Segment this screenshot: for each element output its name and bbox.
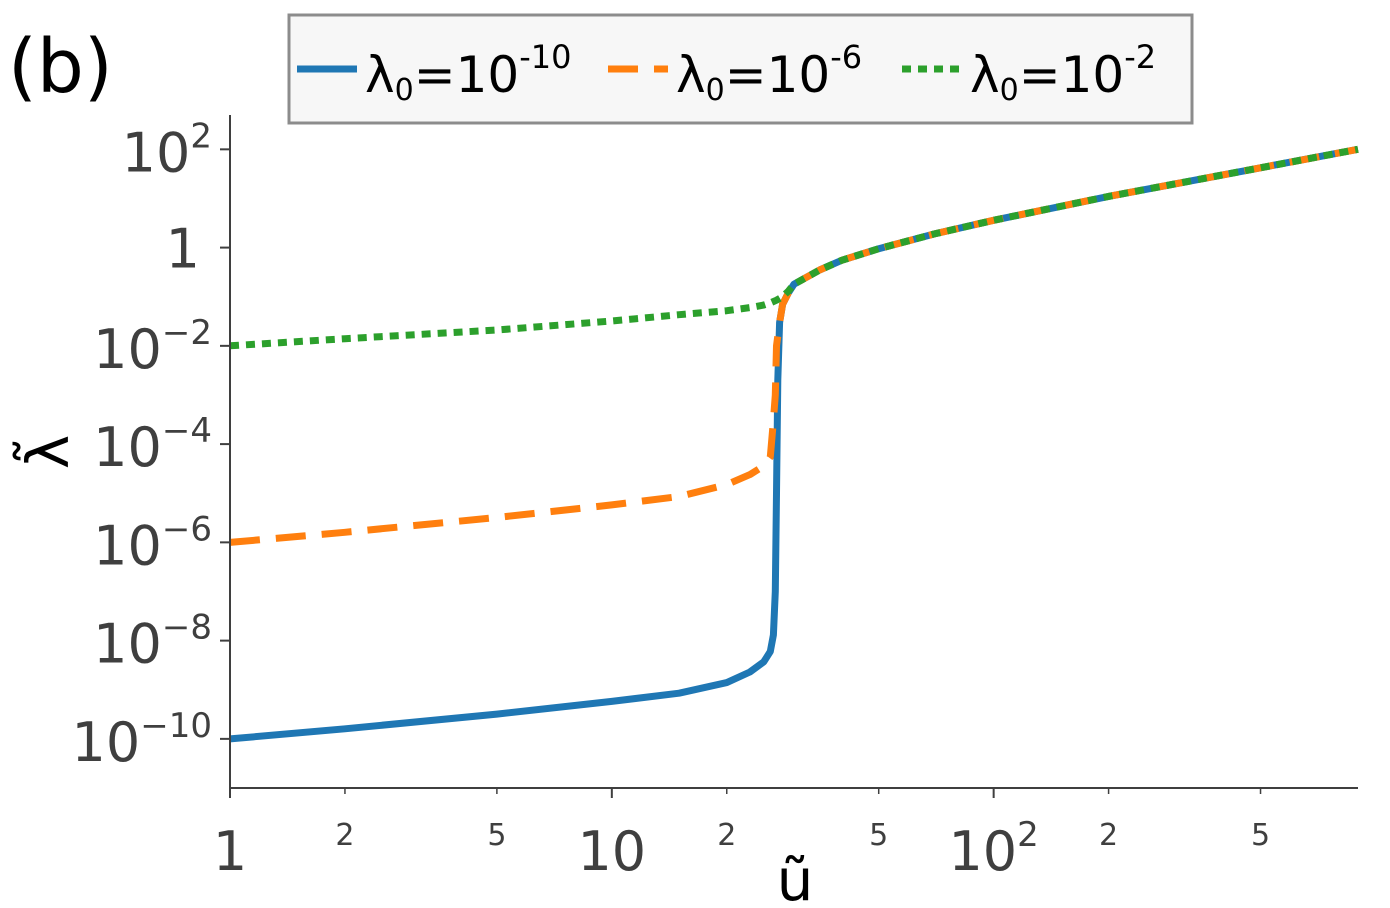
y-tick-exponent: 2 <box>190 116 212 156</box>
y-tick-label: 10−10 <box>72 706 212 774</box>
legend-symbol: λ <box>970 46 1000 104</box>
legend-subscript: 0 <box>395 73 414 108</box>
legend-label-2: λ0=10-6 <box>676 38 862 108</box>
legend-superscript: -2 <box>1124 38 1156 76</box>
y-tick-label: 10−4 <box>93 411 212 479</box>
x-tick-base: 10 <box>948 820 1017 883</box>
plot-lines <box>229 145 1359 743</box>
y-tick-base: 10 <box>93 318 162 381</box>
y-tick-label: 10−8 <box>93 608 212 676</box>
series-line-2 <box>229 145 1359 546</box>
y-tick-label: 1 <box>166 218 200 281</box>
x-minor-tick-label: 5 <box>1251 818 1270 853</box>
x-minor-tick-label: 5 <box>487 818 506 853</box>
y-tick-label: 10−6 <box>93 509 212 577</box>
x-tick-label: 10 <box>577 820 646 883</box>
y-axis-label: λ̃ <box>11 435 82 469</box>
y-tick-base: 10 <box>93 613 162 676</box>
x-axis-label: ũ <box>777 846 814 908</box>
y-tick-base: 10 <box>72 711 141 774</box>
y-tick-base: 10 <box>93 416 162 479</box>
legend-symbol: λ <box>676 46 706 104</box>
legend-subscript: 0 <box>706 73 725 108</box>
x-minor-tick-label: 2 <box>1099 818 1118 853</box>
legend-text-base: =10 <box>725 46 831 104</box>
y-tick-label: 10−2 <box>93 313 212 381</box>
y-tick-base: 10 <box>93 514 162 577</box>
y-tick-exponent: −4 <box>162 411 212 451</box>
x-tick-base: 10 <box>577 820 646 883</box>
y-tick-exponent: −8 <box>162 608 212 648</box>
legend-symbol: λ <box>365 46 395 104</box>
y-tick-label: 102 <box>122 116 212 184</box>
y-tick-exponent: −10 <box>140 706 212 746</box>
x-tick-exponent: 2 <box>1017 815 1039 855</box>
x-minor-tick-label: 5 <box>869 818 888 853</box>
y-tick-exponent: −2 <box>162 313 212 353</box>
x-tick-label: 102 <box>948 815 1038 883</box>
series-line-3 <box>229 145 1359 350</box>
y-tick-exponent: −6 <box>162 509 212 549</box>
panel-label: (b) <box>8 24 113 110</box>
legend-subscript: 0 <box>1000 73 1019 108</box>
legend-text-base: =10 <box>414 46 520 104</box>
legend-label-3: λ0=10-2 <box>970 38 1156 108</box>
legend-label-1: λ0=10-10 <box>365 38 571 108</box>
legend-box <box>287 13 1194 125</box>
x-minor-tick-label: 2 <box>717 818 736 853</box>
legend-text-base: =10 <box>1019 46 1125 104</box>
legend-superscript: -10 <box>519 38 571 76</box>
x-tick-label: 1 <box>213 820 247 883</box>
series-line-1 <box>229 145 1359 743</box>
x-tick-base: 1 <box>213 820 247 883</box>
legend-superscript: -6 <box>830 38 862 76</box>
y-tick-base: 10 <box>122 121 191 184</box>
x-minor-tick-label: 2 <box>335 818 354 853</box>
legend: λ0=10-10 λ0=10-6 λ0=10-2 <box>287 13 1194 125</box>
